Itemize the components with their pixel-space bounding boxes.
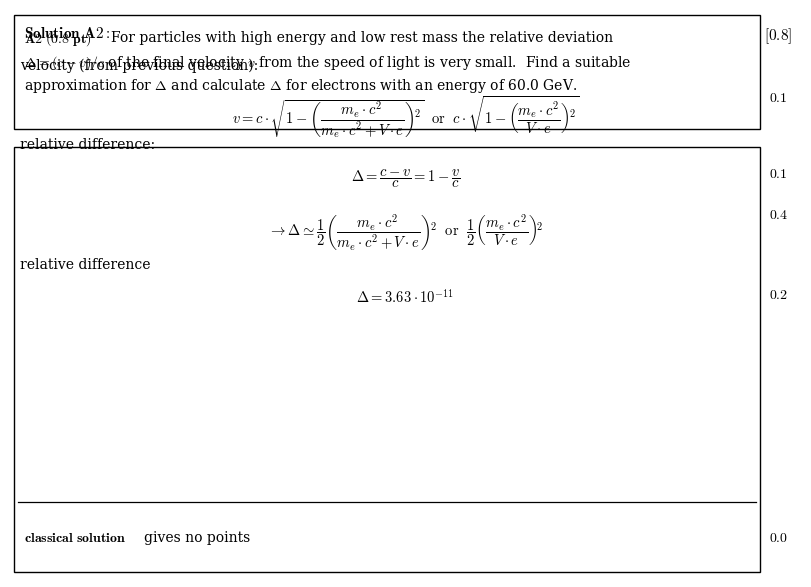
Text: For particles with high energy and low rest mass the relative deviation: For particles with high energy and low r…	[111, 31, 613, 45]
Text: $0.2$: $0.2$	[769, 288, 788, 302]
Text: $v = c\cdot\sqrt{1-\left(\dfrac{m_e\cdot c^2}{m_e\cdot c^2+V\cdot e}\right)^{\!2: $v = c\cdot\sqrt{1-\left(\dfrac{m_e\cdot…	[232, 94, 579, 140]
Text: $0.0$: $0.0$	[769, 531, 788, 545]
Text: velocity (from previous question):: velocity (from previous question):	[20, 59, 259, 73]
Text: approximation for $\Delta$ and calculate $\Delta$ for electrons with an energy o: approximation for $\Delta$ and calculate…	[24, 77, 577, 96]
Text: $\mathbf{[0.8]}$: $\mathbf{[0.8]}$	[765, 26, 792, 46]
Text: relative difference:: relative difference:	[20, 138, 156, 152]
FancyBboxPatch shape	[14, 15, 760, 129]
Text: $0.4$: $0.4$	[769, 208, 788, 222]
Text: $\mathbf{Solution\ A2:}$: $\mathbf{Solution\ A2:}$	[24, 26, 109, 42]
Text: gives no points: gives no points	[144, 531, 250, 545]
Text: $0.1$: $0.1$	[770, 91, 787, 105]
Text: $\Delta = \dfrac{c-v}{c} = 1 - \dfrac{v}{c}$: $\Delta = \dfrac{c-v}{c} = 1 - \dfrac{v}…	[351, 167, 460, 190]
Text: relative difference: relative difference	[20, 258, 151, 272]
FancyBboxPatch shape	[14, 147, 760, 572]
Text: $\Delta = (c-v)/c$ of the final velocity $v$ from the speed of light is very sma: $\Delta = (c-v)/c$ of the final velocity…	[24, 54, 631, 72]
Text: $0.1$: $0.1$	[770, 167, 787, 181]
Text: $\rightarrow \Delta \simeq \dfrac{1}{2}\left(\dfrac{m_e\cdot c^2}{m_e\cdot c^2+V: $\rightarrow \Delta \simeq \dfrac{1}{2}\…	[268, 212, 543, 253]
Text: $\mathbf{classical\ solution}$: $\mathbf{classical\ solution}$	[24, 531, 126, 545]
Text: $\Delta = 3.63 \cdot 10^{-11}$: $\Delta = 3.63 \cdot 10^{-11}$	[356, 288, 455, 305]
Text: $\mathbf{A2\ (0.8\ pt)}$: $\mathbf{A2\ (0.8\ pt)}$	[24, 31, 92, 48]
